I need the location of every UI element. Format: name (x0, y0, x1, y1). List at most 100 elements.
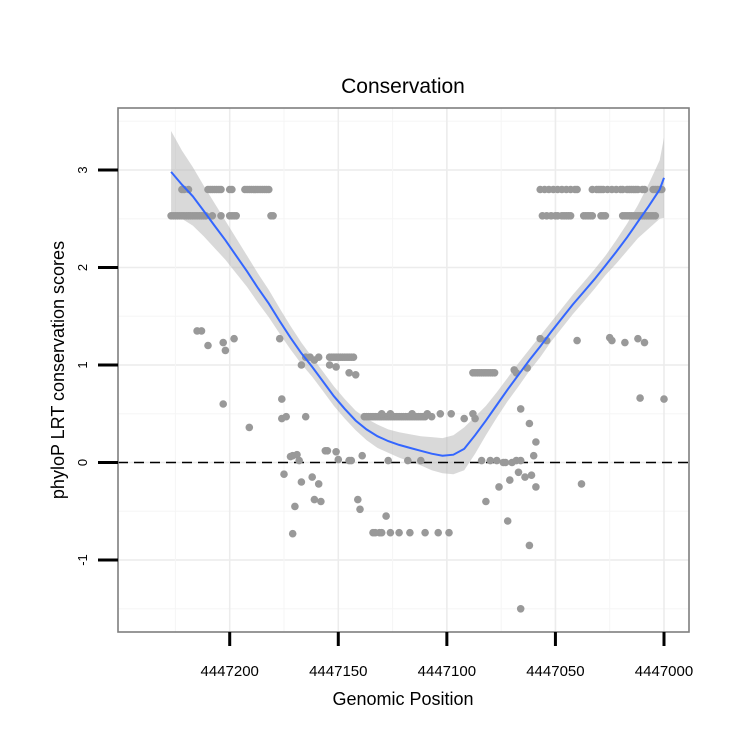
data-point (421, 528, 429, 537)
data-point (197, 327, 206, 335)
data-point (293, 450, 301, 459)
data-point (325, 361, 334, 369)
panel-border (117, 107, 690, 633)
data-point (521, 473, 529, 481)
data-point (495, 483, 503, 491)
data-point (529, 451, 538, 460)
data-point (349, 353, 358, 362)
data-point (532, 438, 540, 446)
data-point (295, 456, 304, 465)
data-point (356, 505, 364, 514)
y-tick-label: 1 (75, 361, 90, 368)
data-point (660, 395, 668, 403)
data-point (445, 528, 453, 537)
y-tick-label: 0 (75, 459, 90, 466)
data-point (417, 456, 425, 465)
data-point (310, 495, 319, 504)
data-point (308, 473, 317, 481)
x-tick-label: 4447100 (418, 663, 476, 680)
data-point (621, 338, 629, 347)
data-point (358, 451, 367, 460)
data-point (573, 185, 581, 194)
data-point (275, 334, 284, 343)
data-point (434, 528, 443, 537)
data-point (382, 512, 390, 520)
data-point (460, 414, 469, 423)
y-tick-label: -1 (75, 554, 90, 566)
data-point (525, 419, 534, 428)
data-point (536, 334, 544, 343)
y-axis-label: phyloP LRT conservation scores (48, 241, 68, 499)
data-point (184, 185, 193, 194)
data-point (221, 346, 230, 355)
data-point (577, 480, 586, 488)
data-point (334, 455, 343, 464)
confidence-band-group (171, 131, 664, 475)
data-point (317, 497, 325, 506)
x-tick-label: 4447200 (201, 663, 259, 680)
data-point (345, 369, 353, 377)
data-point (269, 212, 277, 220)
data-point (386, 410, 395, 418)
data-point (404, 456, 412, 465)
data-point (503, 517, 512, 525)
data-point (288, 529, 297, 538)
data-point (217, 185, 225, 194)
data-point (245, 423, 254, 432)
data-point (527, 471, 536, 480)
data-point (301, 412, 310, 421)
data-point (640, 338, 649, 347)
data-point (636, 394, 644, 402)
data-point (566, 212, 575, 220)
x-tick-label: 4447150 (309, 663, 367, 680)
data-point (514, 468, 523, 477)
data-point (532, 483, 540, 491)
y-axis: -1 0 1 2 3 (75, 166, 118, 566)
data-point (351, 371, 360, 379)
data-point (516, 605, 525, 613)
data-point (232, 212, 240, 220)
data-point (347, 456, 356, 465)
data-point (204, 341, 212, 350)
data-point (228, 185, 236, 194)
x-tick-label: 4447000 (635, 663, 693, 680)
data-point (377, 528, 386, 537)
data-point (332, 448, 340, 456)
data-point (297, 361, 306, 369)
data-point (332, 363, 340, 371)
data-point (477, 456, 486, 465)
data-point (471, 414, 479, 423)
data-point (486, 456, 495, 465)
data-point (265, 185, 273, 194)
data-point (525, 541, 534, 550)
confidence-band (171, 131, 664, 475)
data-point (573, 336, 581, 345)
data-point (493, 456, 501, 465)
data-point (640, 185, 649, 194)
x-axis: 4447200 4447150 4447100 4447050 4447000 (201, 632, 693, 680)
chart-title: Conservation (341, 75, 465, 98)
data-point (516, 456, 525, 465)
data-point (608, 336, 616, 345)
data-point (280, 470, 288, 479)
data-point (354, 495, 362, 504)
data-point (314, 353, 323, 362)
data-point (377, 410, 386, 418)
data-point (427, 412, 436, 421)
data-point (323, 447, 332, 455)
data-point (282, 412, 291, 421)
data-point (651, 212, 660, 220)
data-point (386, 528, 395, 537)
smooth-line (170, 171, 665, 457)
data-points (167, 185, 668, 613)
y-tick-label: 2 (75, 264, 90, 271)
data-point (588, 212, 597, 220)
data-point (447, 410, 456, 418)
data-point (219, 400, 227, 408)
data-point (490, 369, 499, 377)
data-point (314, 480, 323, 488)
data-point (384, 456, 393, 465)
data-point (219, 338, 227, 347)
data-point (406, 528, 414, 537)
